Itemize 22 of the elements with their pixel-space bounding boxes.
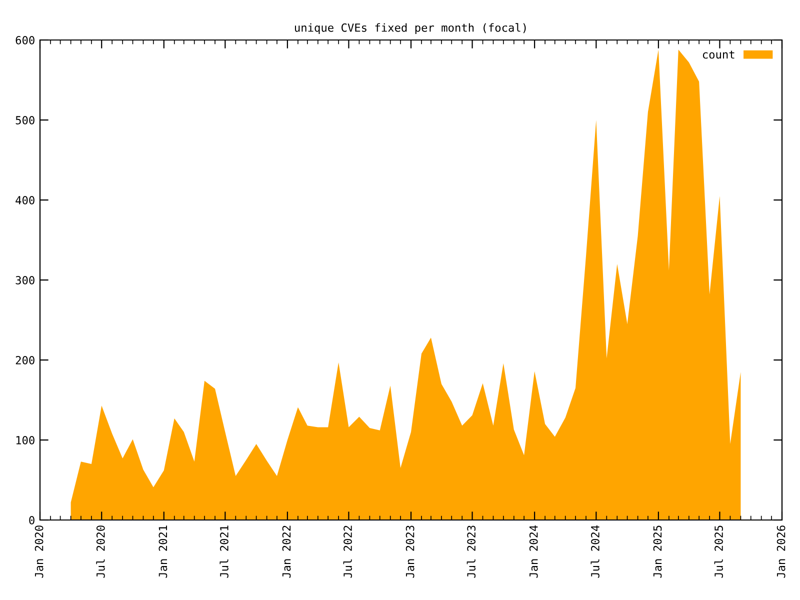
y-tick-label: 400 bbox=[16, 196, 34, 204]
y-tick-label: 200 bbox=[16, 356, 34, 364]
y-tick-label: 100 bbox=[16, 436, 34, 444]
y-tick-label: 300 bbox=[16, 276, 34, 284]
x-tick-label: Jul 2021 bbox=[220, 526, 228, 578]
chart-title: unique CVEs fixed per month (focal) bbox=[294, 23, 526, 34]
x-tick-label: Jan 2025 bbox=[653, 526, 662, 578]
x-tick-label: Jan 2024 bbox=[529, 525, 538, 578]
legend-label: count bbox=[702, 50, 734, 59]
x-tick-label: Jul 2020 bbox=[96, 526, 105, 578]
x-tick-label: Jul 2024 bbox=[590, 525, 600, 578]
x-tick-label: Jul 2025 bbox=[714, 526, 723, 578]
x-tick-label: Jan 2023 bbox=[406, 526, 414, 578]
y-tick-label: 500 bbox=[16, 116, 34, 124]
y-tick-label: 600 bbox=[16, 36, 34, 44]
x-tick-label: Jul 2022 bbox=[343, 526, 352, 578]
y-tick-label: 0 bbox=[29, 516, 34, 524]
x-tick-label: Jan 2021 bbox=[158, 526, 168, 578]
x-tick-label: Jul 2023 bbox=[466, 526, 476, 578]
x-tick-label: Jan 2020 bbox=[34, 526, 44, 578]
x-tick-label: Jan 2022 bbox=[282, 526, 291, 578]
x-tick-label: Jan 2026 bbox=[776, 526, 786, 578]
